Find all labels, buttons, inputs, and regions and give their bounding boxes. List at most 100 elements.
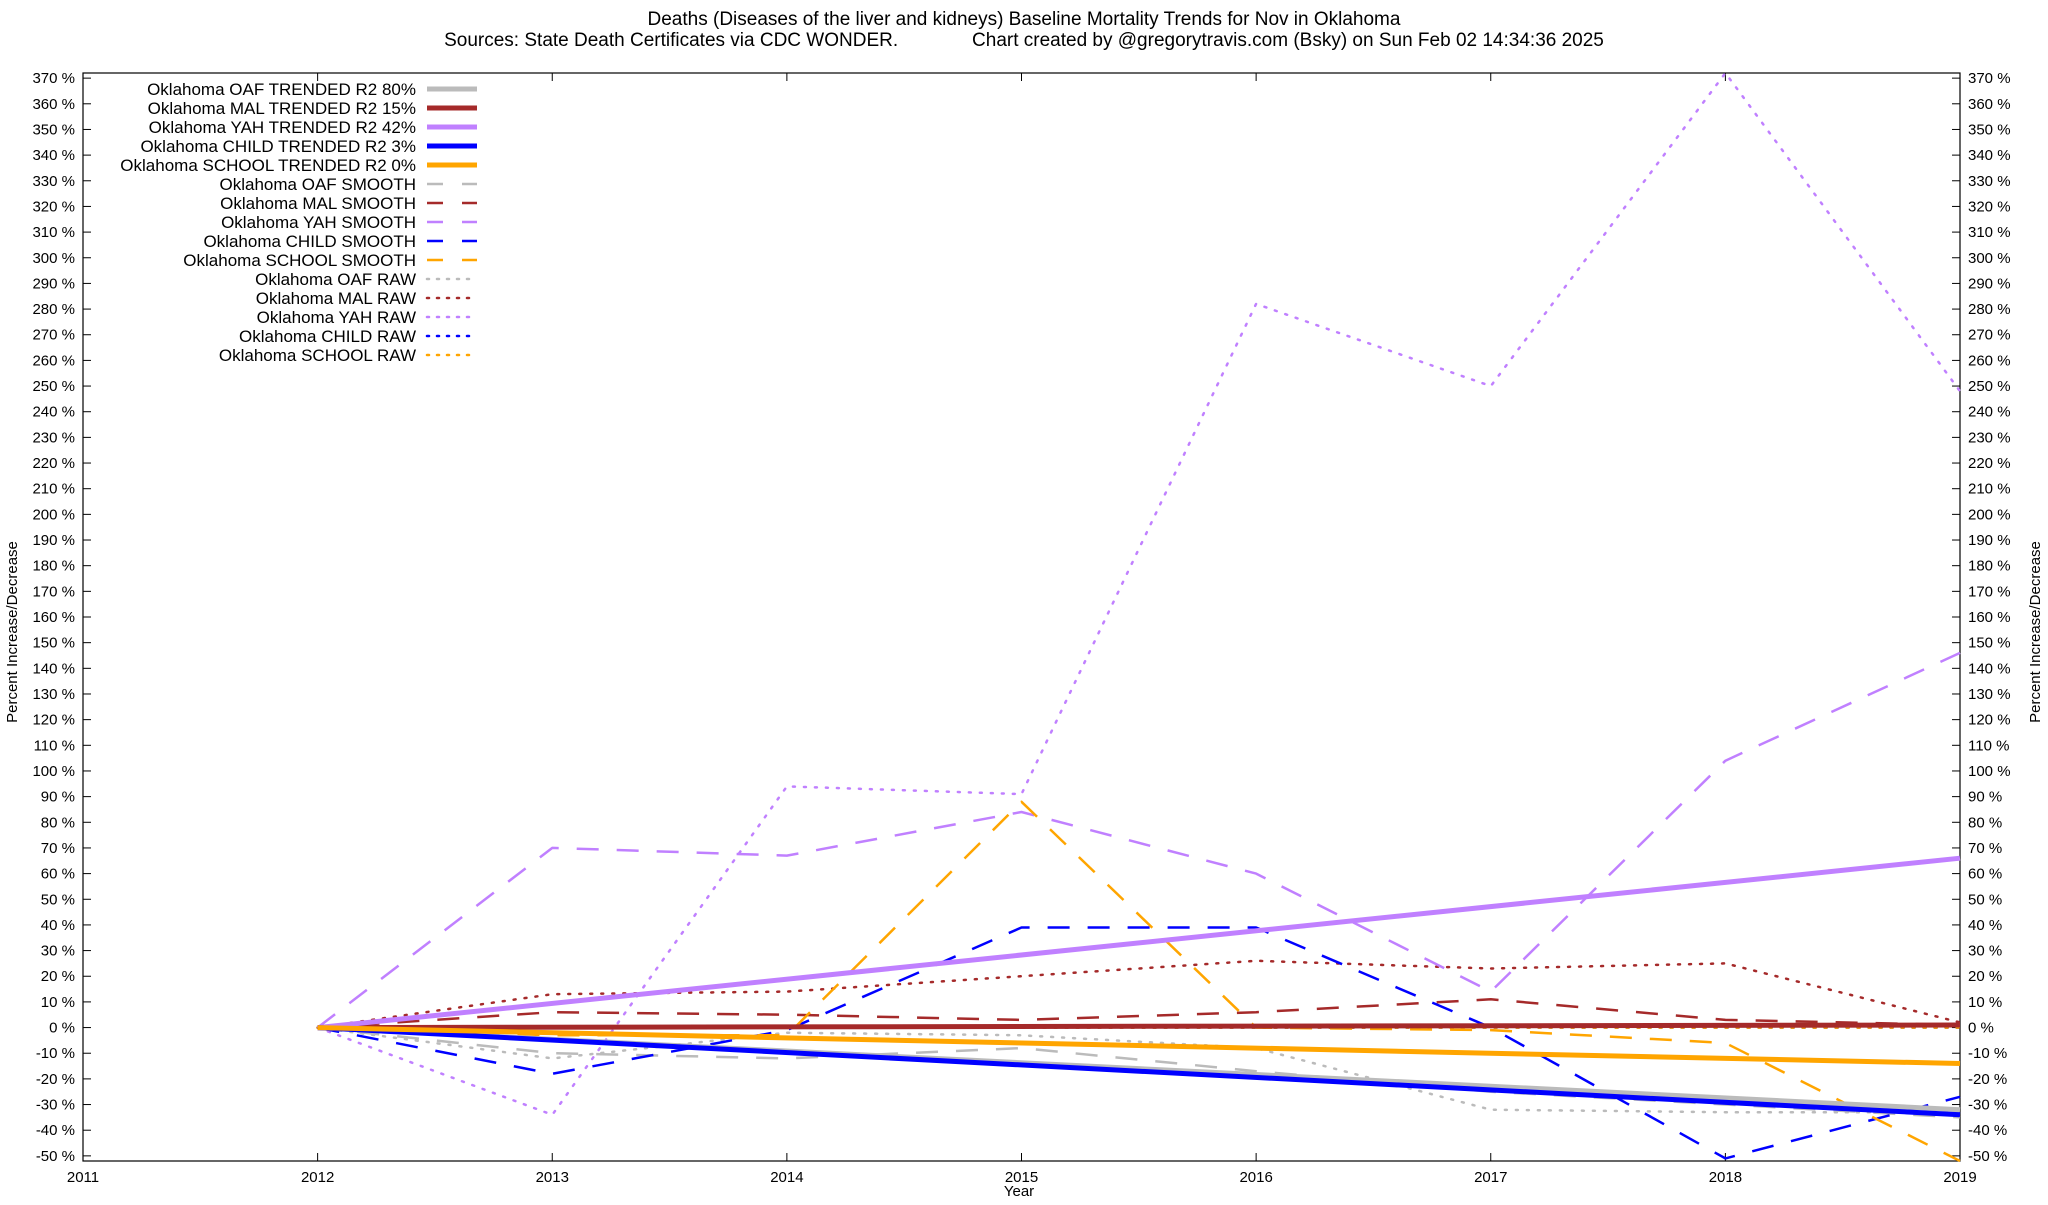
y-tick-label-right: 50 % — [1968, 891, 2002, 908]
series-line-2 — [317, 855, 1961, 1031]
chart-title: Deaths (Diseases of the liver and kidney… — [648, 9, 1401, 30]
y-tick-label-right: 20 % — [1968, 968, 2002, 985]
y-tick-label-left: 290 % — [32, 275, 75, 292]
y-tick-label-right: 170 % — [1968, 583, 2011, 600]
y-tick-label-left: 20 % — [41, 968, 75, 985]
y-tick-label-left: 350 % — [32, 121, 75, 138]
legend-label: Oklahoma CHILD RAW — [239, 327, 416, 346]
y-tick-label-right: 10 % — [1968, 994, 2002, 1011]
y-tick-label-right: 30 % — [1968, 943, 2002, 960]
legend-label: Oklahoma MAL TRENDED R2 15% — [148, 99, 416, 118]
y-tick-label-left: -10 % — [36, 1045, 75, 1062]
y-tick-label-left: 270 % — [32, 327, 75, 344]
y-tick-label-right: 110 % — [1968, 737, 2009, 754]
legend-label: Oklahoma YAH RAW — [257, 308, 416, 327]
y-tick-label-right: -10 % — [1968, 1045, 2007, 1062]
series-line-7 — [316, 651, 1961, 1029]
y-tick-label-left: 240 % — [32, 404, 75, 421]
y-tick-label-right: 0 % — [1968, 1020, 1994, 1037]
y-tick-label-left: 160 % — [32, 609, 75, 626]
y-tick-label-left: 280 % — [32, 301, 75, 318]
y-axis-label-right: Percent Increase/Decrease — [2027, 541, 2044, 723]
y-tick-label-left: 210 % — [32, 481, 75, 498]
y-tick-label-left: 0 % — [49, 1020, 75, 1037]
y-tick-label-left: 70 % — [41, 840, 75, 857]
x-tick-label: 2016 — [1239, 1169, 1272, 1186]
legend-label: Oklahoma MAL RAW — [256, 289, 416, 308]
y-tick-label-left: 330 % — [32, 173, 75, 190]
legend-label: Oklahoma CHILD TRENDED R2 3% — [140, 137, 416, 156]
y-tick-label-right: 250 % — [1968, 378, 2011, 395]
y-tick-label-left: 220 % — [32, 455, 75, 472]
y-tick-label-left: 180 % — [32, 558, 75, 575]
x-tick-label: 2011 — [67, 1169, 99, 1186]
series-line-6 — [317, 998, 1961, 1029]
y-tick-label-right: 40 % — [1968, 917, 2002, 934]
x-tick-label: 2012 — [301, 1169, 334, 1186]
y-tick-label-right: 160 % — [1968, 609, 2011, 626]
legend-label: Oklahoma SCHOOL TRENDED R2 0% — [120, 156, 416, 175]
y-tick-label-right: 330 % — [1968, 173, 2011, 190]
y-tick-label-left: 370 % — [32, 70, 75, 87]
y-tick-label-right: 340 % — [1968, 147, 2011, 164]
x-tick-label: 2017 — [1474, 1169, 1507, 1186]
y-tick-label-right: 120 % — [1968, 712, 2011, 729]
x-tick-label: 2019 — [1943, 1169, 1976, 1186]
y-tick-label-left: 40 % — [41, 917, 75, 934]
x-tick-label: 2015 — [1005, 1169, 1038, 1186]
y-tick-label-right: -40 % — [1968, 1122, 2007, 1139]
series-line-10 — [316, 1026, 1962, 1114]
y-tick-label-left: -30 % — [36, 1097, 75, 1114]
y-tick-label-left: 200 % — [32, 506, 75, 523]
y-tick-label-left: 150 % — [32, 635, 75, 652]
y-tick-label-right: 350 % — [1968, 121, 2011, 138]
x-tick-label: 2014 — [770, 1169, 803, 1186]
y-tick-label-right: 70 % — [1968, 840, 2002, 857]
y-tick-label-left: 120 % — [32, 712, 75, 729]
chart-subtitle: Sources: State Death Certificates via CD… — [444, 30, 1604, 51]
y-tick-label-right: 140 % — [1968, 660, 2011, 677]
y-tick-label-left: 10 % — [41, 994, 75, 1011]
y-tick-label-right: 180 % — [1968, 558, 2011, 575]
y-tick-label-right: 200 % — [1968, 506, 2011, 523]
y-tick-label-right: 280 % — [1968, 301, 2011, 318]
y-tick-label-right: 320 % — [1968, 198, 2011, 215]
y-tick-label-right: 80 % — [1968, 814, 2002, 831]
y-tick-label-left: 110 % — [34, 737, 75, 754]
y-tick-label-right: 60 % — [1968, 866, 2002, 883]
legend-label: Oklahoma CHILD SMOOTH — [203, 232, 416, 251]
x-axis-label: Year — [1004, 1183, 1034, 1200]
y-tick-label-right: 290 % — [1968, 275, 2011, 292]
y-tick-label-right: 260 % — [1968, 352, 2011, 369]
legend: Oklahoma OAF TRENDED R2 80%Oklahoma MAL … — [120, 80, 479, 365]
y-tick-label-left: 320 % — [32, 198, 75, 215]
y-tick-label-right: 220 % — [1968, 455, 2011, 472]
y-tick-label-left: 90 % — [41, 789, 75, 806]
y-tick-label-left: 170 % — [32, 583, 75, 600]
y-tick-label-right: -50 % — [1968, 1148, 2007, 1165]
y-tick-label-left: 190 % — [32, 532, 75, 549]
series-line-1 — [317, 1022, 1961, 1031]
y-tick-label-left: 310 % — [32, 224, 75, 241]
y-tick-label-left: 230 % — [32, 429, 75, 446]
y-tick-label-right: 370 % — [1968, 70, 2011, 87]
y-tick-label-right: 150 % — [1968, 635, 2011, 652]
y-tick-label-right: -20 % — [1968, 1071, 2007, 1088]
series-line-3 — [317, 1025, 1961, 1118]
y-tick-label-left: 80 % — [41, 814, 75, 831]
y-tick-label-right: 270 % — [1968, 327, 2011, 344]
y-tick-label-left: 360 % — [32, 96, 75, 113]
axes-layer: 370 % 370 % 360 % 360 % 350 % 350 % 340 % 340 %… — [32, 70, 2010, 1186]
y-tick-label-right: 190 % — [1968, 532, 2011, 549]
legend-label: Oklahoma MAL SMOOTH — [220, 194, 416, 213]
y-tick-label-left: 340 % — [32, 147, 75, 164]
y-tick-label-left: 130 % — [32, 686, 75, 703]
y-tick-label-right: -30 % — [1968, 1097, 2007, 1114]
y-tick-label-left: 260 % — [32, 352, 75, 369]
y-tick-label-left: 250 % — [32, 378, 75, 395]
legend-label: Oklahoma OAF TRENDED R2 80% — [147, 80, 416, 99]
y-tick-label-right: 310 % — [1968, 224, 2011, 241]
series-layer — [316, 71, 1962, 1163]
